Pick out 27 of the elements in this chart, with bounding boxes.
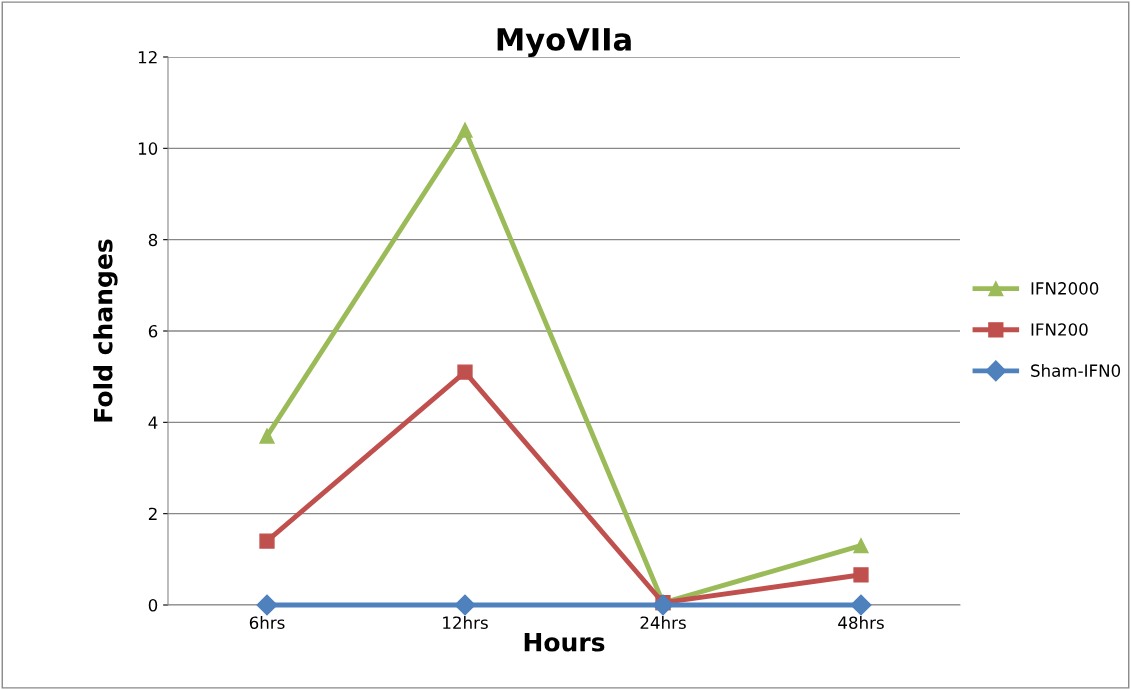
- point: [853, 567, 869, 583]
- x-tick-label: 6hrs: [249, 616, 285, 630]
- point: [853, 537, 869, 554]
- x-tick-label: 24hrs: [640, 616, 686, 630]
- point: [259, 428, 275, 444]
- x-tick-label: 48hrs: [838, 616, 884, 630]
- y-tick-label: 10: [138, 142, 158, 155]
- legend-label: IFN200: [1031, 323, 1088, 336]
- chart-title: MyoVIIa: [497, 28, 631, 57]
- point: [457, 364, 473, 380]
- x-tick-label: 12hrs: [443, 616, 488, 630]
- point: [850, 594, 872, 616]
- point: [256, 594, 278, 616]
- x-axis-title: Hours: [524, 633, 605, 652]
- y-tick-label: 6: [148, 324, 158, 338]
- y-tick-label: 0: [148, 598, 158, 612]
- point: [457, 122, 473, 138]
- y-tick-label: 12: [138, 50, 157, 64]
- y-tick-label: 8: [148, 233, 158, 247]
- point: [652, 594, 674, 616]
- y-tick-label: 2: [148, 507, 157, 520]
- legend-label: IFN2000: [1031, 282, 1099, 295]
- point: [259, 533, 275, 549]
- y-axis-title: Fold changes: [93, 239, 118, 422]
- point: [454, 594, 476, 616]
- legend-label: Sham-IFN0: [1031, 364, 1121, 377]
- y-tick-label: 4: [148, 416, 158, 429]
